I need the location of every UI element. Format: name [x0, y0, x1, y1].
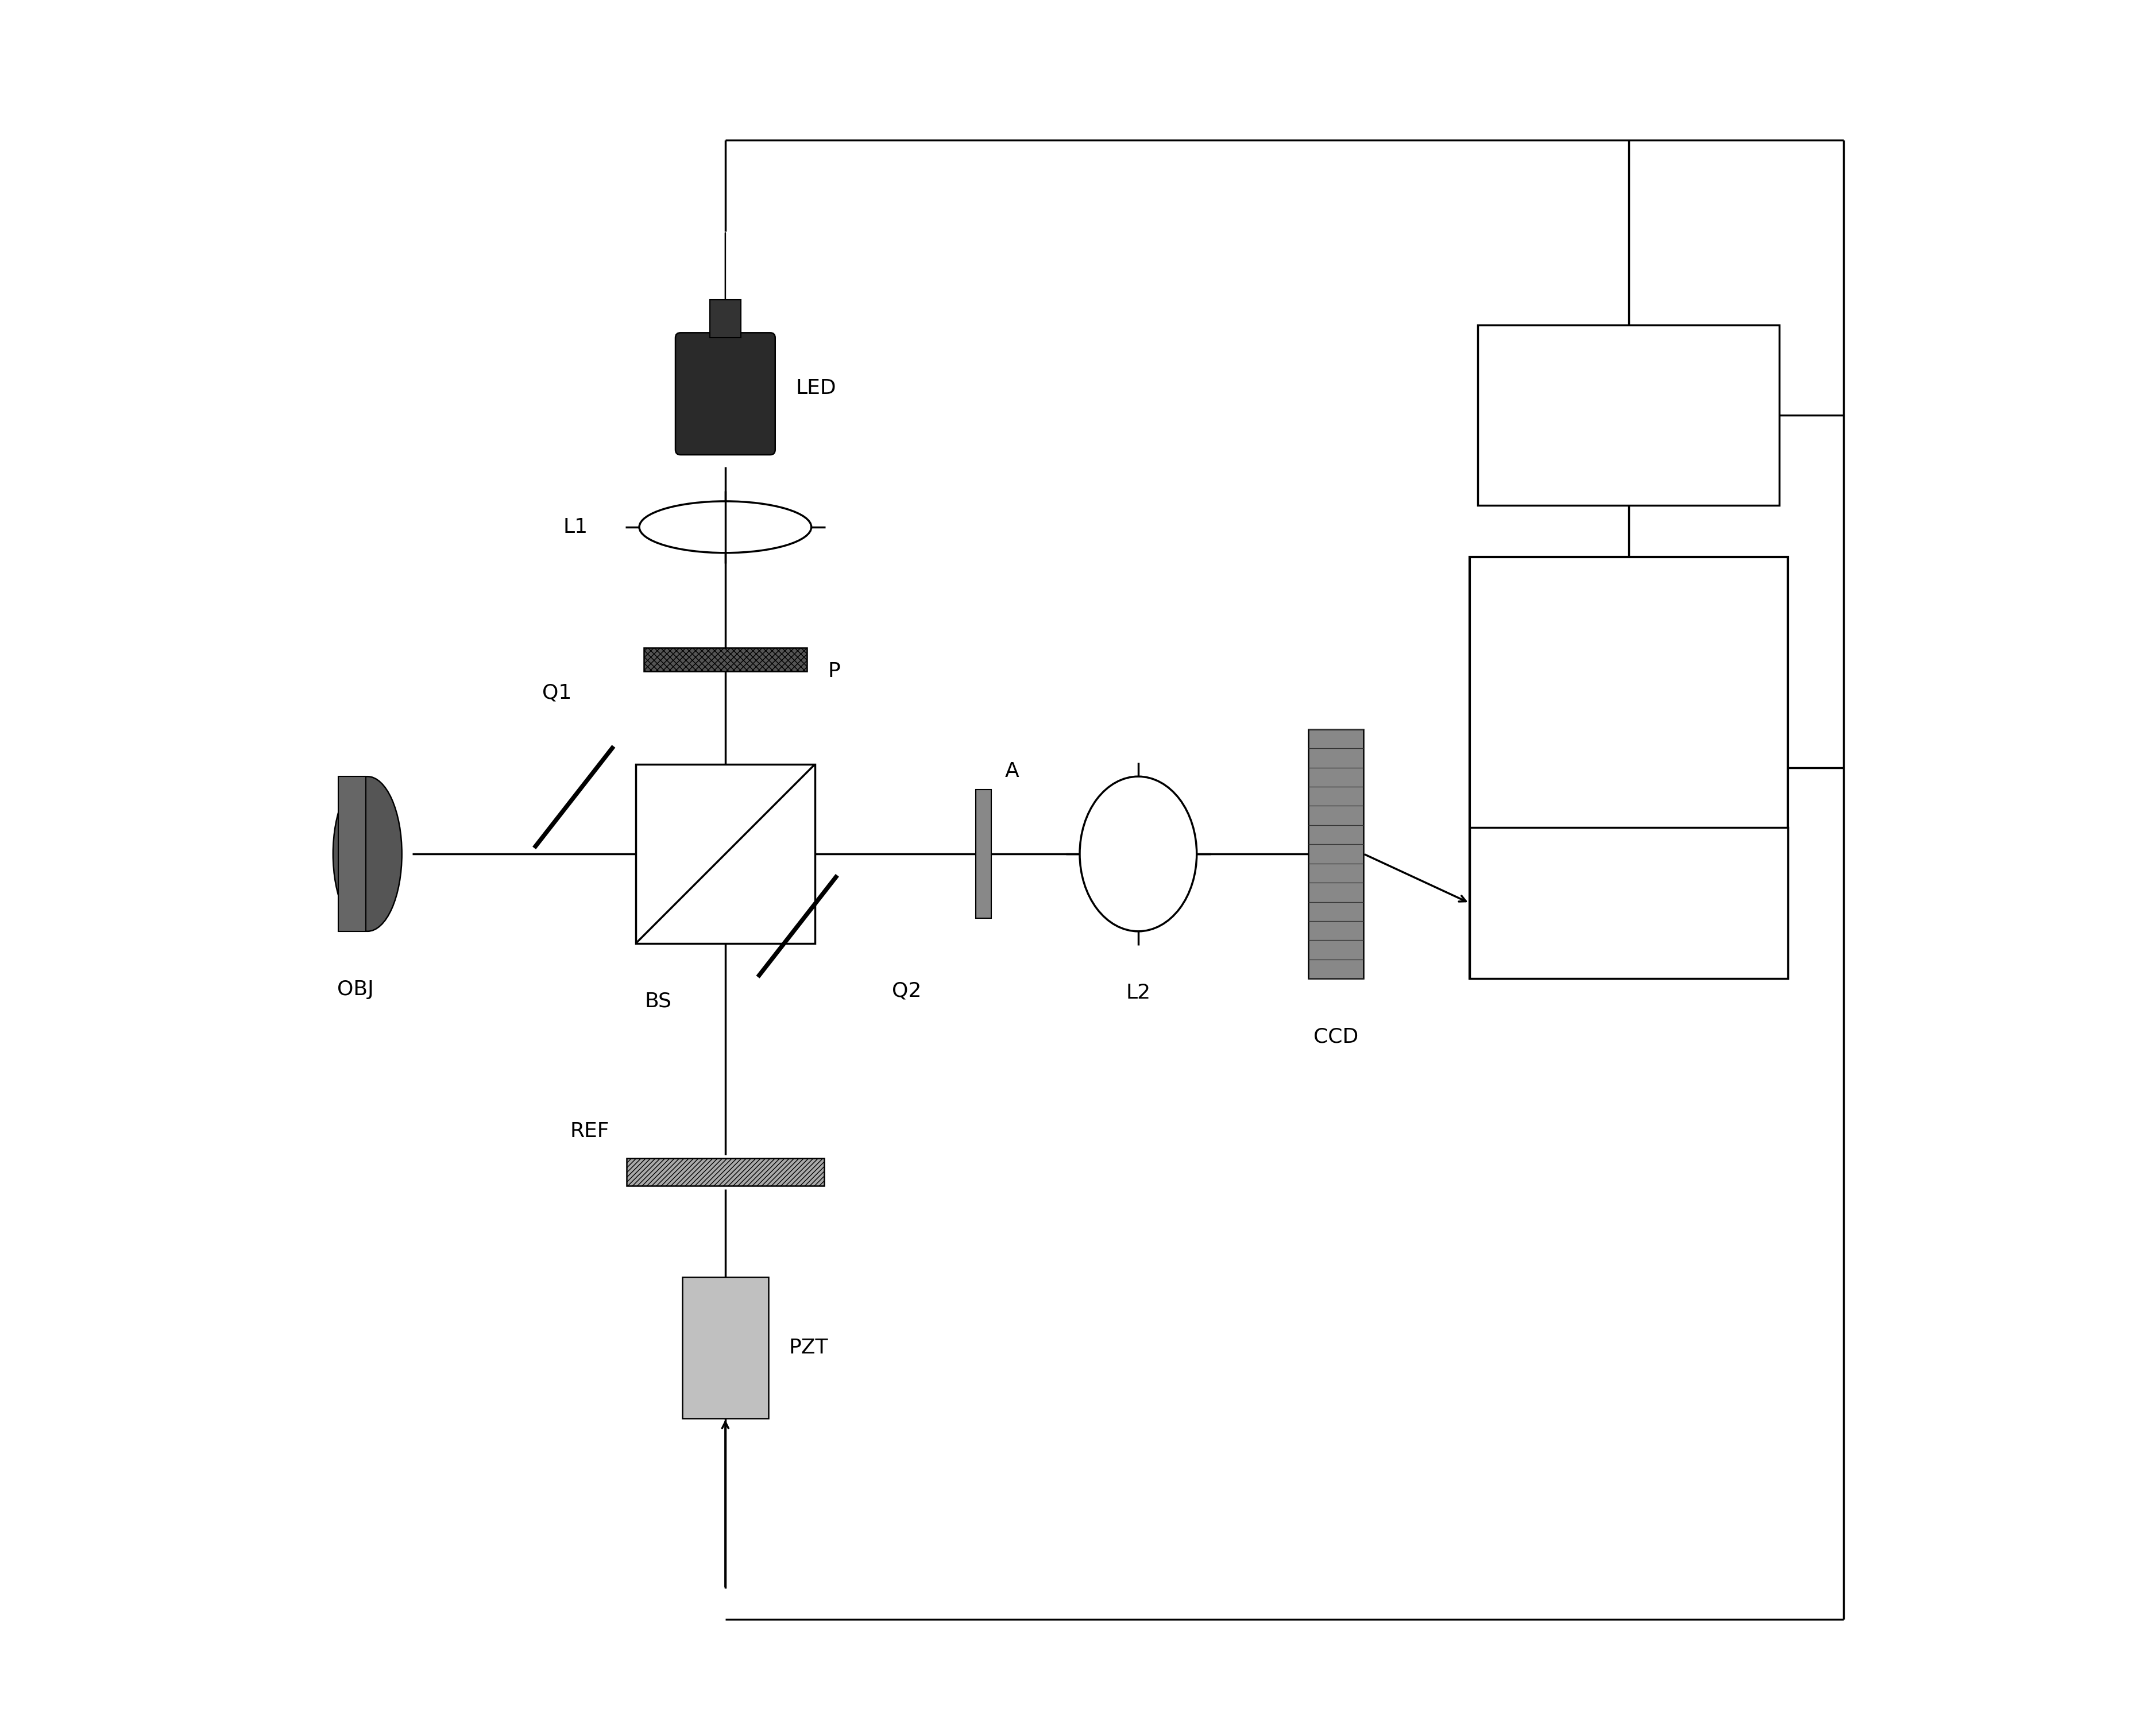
Text: P: P: [828, 662, 841, 681]
Bar: [645, 647, 806, 671]
Ellipse shape: [640, 502, 811, 552]
Text: Q1: Q1: [541, 683, 571, 702]
Bar: [1470, 828, 1787, 978]
Text: BS: BS: [645, 992, 671, 1011]
Text: CCD: CCD: [1313, 1026, 1358, 1047]
Text: L1: L1: [563, 518, 589, 536]
Text: SFG: SFG: [1606, 404, 1651, 426]
Ellipse shape: [332, 776, 401, 932]
Bar: [977, 790, 992, 918]
Bar: [338, 776, 367, 932]
Text: LED: LED: [796, 378, 837, 398]
Text: Q2: Q2: [893, 982, 923, 1000]
Bar: [681, 1276, 768, 1418]
Text: PZT: PZT: [789, 1339, 828, 1358]
Bar: [636, 764, 815, 944]
Text: L2: L2: [1125, 983, 1151, 1002]
Bar: [627, 1159, 824, 1185]
Bar: [1309, 730, 1363, 978]
Bar: [1470, 557, 1787, 978]
Text: OBJ: OBJ: [336, 980, 373, 999]
Text: A: A: [1005, 761, 1020, 781]
Text: REF: REF: [569, 1121, 610, 1142]
Bar: [1479, 324, 1779, 505]
Text: PC: PC: [1615, 681, 1643, 704]
FancyBboxPatch shape: [675, 333, 776, 455]
Ellipse shape: [1080, 776, 1197, 932]
Text: IMAQ: IMAQ: [1600, 892, 1658, 914]
Bar: [709, 300, 742, 338]
